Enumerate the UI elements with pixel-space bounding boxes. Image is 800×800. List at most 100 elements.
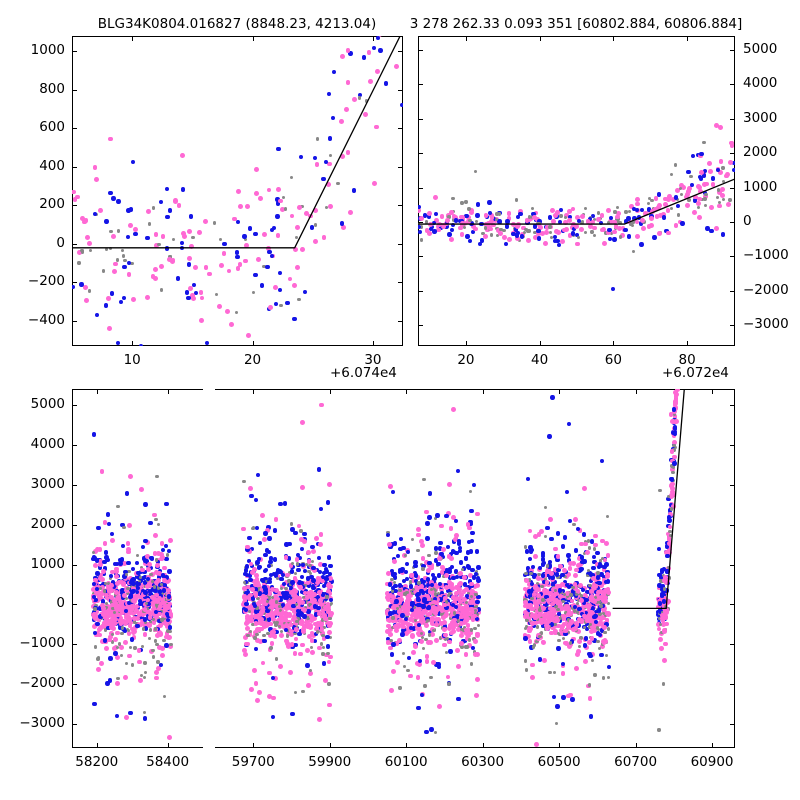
data-point xyxy=(154,592,159,598)
data-point xyxy=(98,208,103,214)
data-point xyxy=(288,586,294,591)
data-point xyxy=(107,634,113,640)
data-point xyxy=(267,694,273,699)
data-point xyxy=(113,651,118,656)
data-point xyxy=(504,224,510,229)
data-point xyxy=(108,656,113,661)
data-point xyxy=(290,644,295,650)
data-point xyxy=(685,189,691,195)
data-point xyxy=(125,617,131,623)
data-point xyxy=(99,592,105,598)
axis-tick xyxy=(687,341,689,346)
data-point xyxy=(130,663,135,667)
data-point xyxy=(294,235,299,240)
axis-tick-label: 4000 xyxy=(30,435,65,452)
data-point xyxy=(133,646,137,650)
axis-tick-label: −3000 xyxy=(743,316,789,333)
data-point xyxy=(187,256,192,261)
data-point xyxy=(115,341,121,346)
axis-tick xyxy=(635,743,637,748)
data-point xyxy=(262,581,267,587)
data-point xyxy=(143,617,148,622)
data-point xyxy=(166,594,172,599)
data-point xyxy=(141,575,146,581)
data-point xyxy=(424,228,430,234)
data-point xyxy=(610,286,616,292)
data-point xyxy=(118,561,123,566)
data-point xyxy=(293,626,299,632)
axis-tick-label: 1000 xyxy=(30,555,65,572)
data-point xyxy=(575,241,580,247)
data-point xyxy=(309,630,315,636)
data-point xyxy=(699,151,704,156)
data-point xyxy=(113,605,119,611)
data-point xyxy=(157,596,162,602)
data-point xyxy=(320,601,326,606)
data-point xyxy=(151,206,156,210)
data-point xyxy=(157,242,161,246)
data-point xyxy=(236,188,242,194)
data-point xyxy=(127,623,133,628)
data-point xyxy=(276,591,282,596)
data-point xyxy=(118,615,124,621)
data-point xyxy=(639,207,645,213)
data-point xyxy=(646,224,652,230)
data-point xyxy=(315,580,320,586)
data-point xyxy=(263,590,269,595)
data-point xyxy=(118,599,124,605)
data-point xyxy=(104,646,109,652)
data-point xyxy=(235,266,241,272)
data-point xyxy=(138,622,144,627)
data-point xyxy=(101,623,106,629)
data-point xyxy=(269,600,275,606)
data-point xyxy=(321,570,327,576)
data-point xyxy=(97,559,103,565)
data-point xyxy=(158,593,164,598)
data-point xyxy=(570,231,575,236)
data-point xyxy=(267,647,273,653)
data-point xyxy=(265,612,271,618)
data-point xyxy=(537,225,543,230)
data-point xyxy=(630,223,635,228)
data-point xyxy=(218,237,223,241)
data-point xyxy=(243,604,249,609)
data-point xyxy=(527,215,532,219)
data-point xyxy=(242,594,248,599)
data-point xyxy=(544,230,550,235)
data-point xyxy=(102,540,108,546)
data-point xyxy=(280,602,286,607)
axis-tick xyxy=(730,187,735,189)
data-point xyxy=(717,200,722,204)
data-point xyxy=(310,584,316,589)
data-point xyxy=(319,506,324,512)
data-point xyxy=(100,605,106,611)
data-point xyxy=(135,574,140,579)
data-point xyxy=(263,576,268,581)
data-point xyxy=(555,238,560,244)
data-point xyxy=(131,635,137,640)
data-point xyxy=(717,190,723,195)
data-point xyxy=(203,265,209,270)
axis-tick-label: 200 xyxy=(39,196,65,213)
data-point xyxy=(319,402,324,408)
data-point xyxy=(301,539,307,544)
data-point xyxy=(135,623,140,628)
data-point xyxy=(252,629,258,635)
data-point xyxy=(246,618,251,624)
data-point xyxy=(156,586,160,590)
axis-tick xyxy=(398,282,403,284)
data-point xyxy=(276,187,282,193)
data-point xyxy=(127,653,132,659)
data-point xyxy=(631,220,635,225)
axis-tick xyxy=(730,484,735,486)
data-point xyxy=(90,586,96,592)
data-point xyxy=(129,207,134,212)
data-point xyxy=(95,571,100,576)
data-point xyxy=(287,595,292,601)
axis-tick xyxy=(329,389,331,394)
data-point xyxy=(348,51,353,56)
data-point xyxy=(306,609,311,614)
data-point xyxy=(357,92,363,98)
data-point xyxy=(302,531,307,536)
data-point xyxy=(329,579,334,584)
